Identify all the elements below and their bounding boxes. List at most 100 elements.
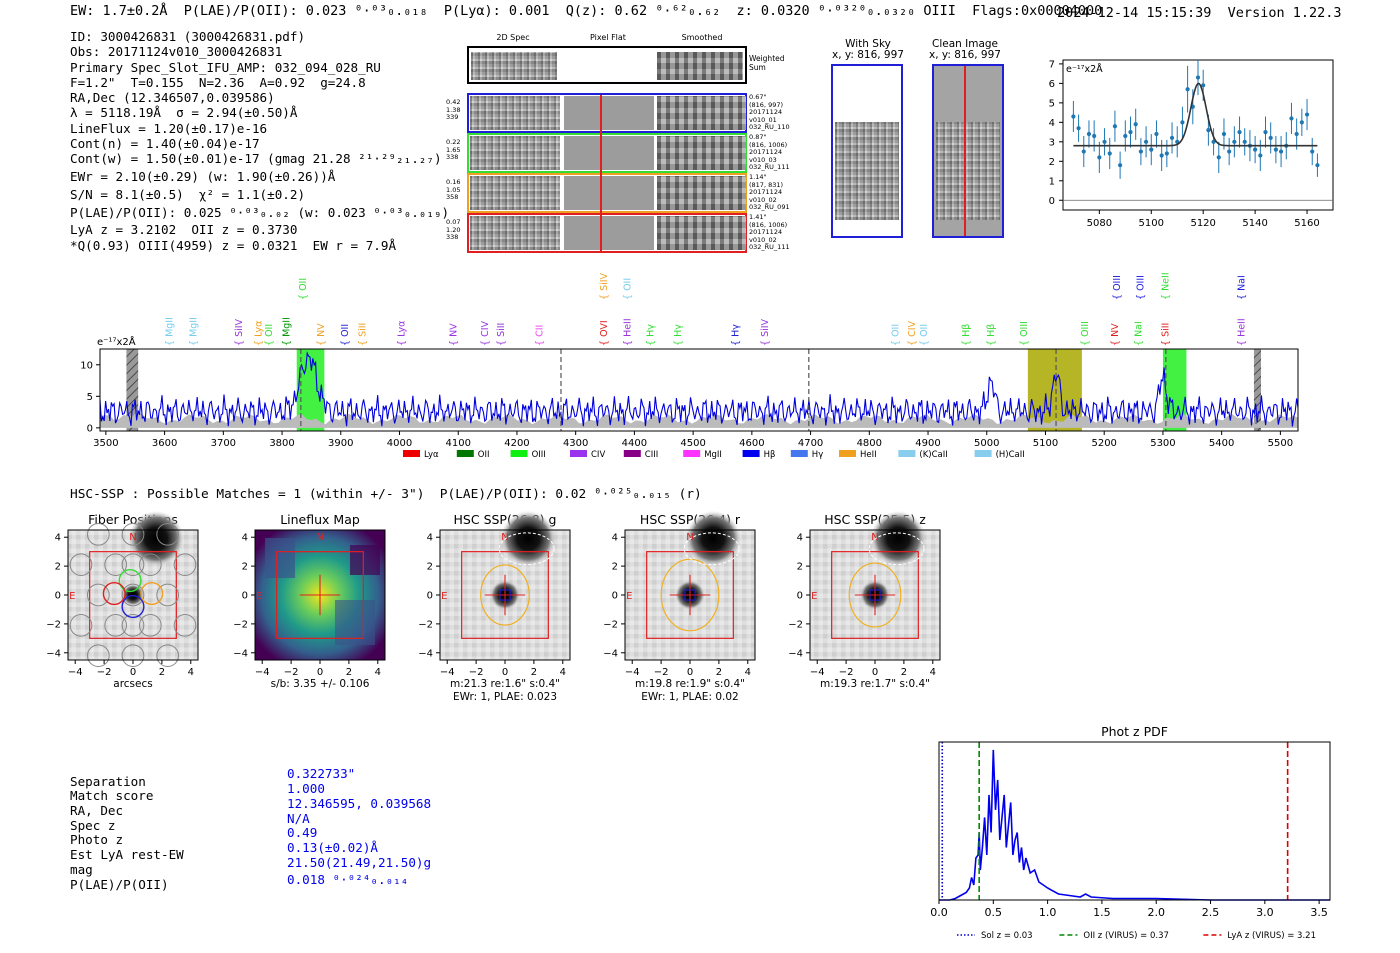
hsc-panel-caption: s/b: 3.35 +/- 0.106: [271, 678, 370, 690]
match-value: 0.018 ⁰·⁰²⁴₀.₀₁₄: [287, 872, 409, 887]
spectrum-line-label: { SiII: [496, 323, 507, 346]
spectrum-line-label: { OII: [298, 278, 309, 300]
info-line: LineFlux = 1.20(±0.17)e-16: [70, 120, 268, 136]
hsc-x-tick-label: 4: [188, 667, 194, 678]
spectrum-x-tick-label: 5500: [1268, 438, 1293, 449]
spec2d-row: [467, 93, 747, 133]
hsc-x-tick-label: 0: [317, 667, 323, 678]
hsc-y-tick-label: 4: [55, 533, 61, 544]
zoom-x-tick-label: 5160: [1294, 218, 1319, 229]
zoom-data-point: [1123, 133, 1128, 139]
spectrum-line-label-group: { OVI: [599, 320, 610, 346]
zoom-data-point: [1278, 149, 1284, 154]
pdf-x-tick-label: 0.0: [930, 906, 948, 919]
pdf-title: Phot z PDF: [1101, 724, 1168, 739]
spectrum-line-label-group: { Hγ: [673, 324, 684, 346]
with-sky-title: With Sky: [845, 38, 891, 50]
spectrum-line-label-group: { NaI: [1237, 275, 1248, 300]
fiber-circle: [121, 644, 145, 668]
source-marker: [499, 589, 511, 601]
pdf-legend-label: OII z (VIRUS) = 0.37: [1083, 931, 1169, 941]
info-line: P(LAE)/P(OII): 0.025 ⁰·⁰³₀.₀₂ (w: 0.023 …: [70, 205, 450, 221]
hsc-x-tick-label: −4: [255, 667, 270, 678]
info-line: EWr = 2.10(±0.29) (w: 1.90(±0.26))Å: [70, 169, 336, 185]
hsc-y-tick-label: 0: [797, 591, 803, 602]
legend-label: (H)CaII: [996, 450, 1025, 460]
legend-label: OII: [478, 450, 490, 460]
hsc-x-tick-label: −4: [625, 667, 640, 678]
zoom-data-point: [1149, 147, 1154, 152]
fiber-circle-3: [140, 582, 164, 606]
zoom-data-point: [1201, 83, 1206, 88]
hsc-y-tick-label: 0: [427, 591, 433, 602]
match-value: N/A: [287, 811, 310, 826]
row-left-label: 0.22 1.65 338: [446, 138, 461, 162]
source-marker: [869, 589, 881, 601]
zoom-data-point: [1092, 133, 1097, 139]
pdf-legend-label: LyA z (VIRUS) = 3.21: [1227, 931, 1316, 941]
zoom-data-point: [1159, 153, 1164, 158]
zoom-data-point: [1138, 149, 1143, 154]
match-label: Match score: [70, 788, 154, 803]
spectrum-line-label-group: { NeII: [1160, 272, 1171, 300]
match-value: 0.13(±0.02)Å: [287, 840, 378, 855]
spectrum-line-label: { MgII: [164, 317, 175, 346]
lineflux-patch: [350, 545, 380, 575]
fiber-circle: [121, 523, 145, 546]
row-right-label: 1.41" (816, 1006) 20171124 v010_02 032_R…: [749, 213, 790, 252]
legend-label: CIII: [645, 450, 658, 460]
spectrum-axes-frame: [99, 348, 1299, 432]
fiber-circle: [139, 614, 162, 637]
spectrum-line-label: { OII: [340, 324, 351, 346]
fiber-circle: [104, 614, 127, 637]
zoom-x-tick-label: 5140: [1242, 218, 1267, 229]
spectrum-line-label-group: { NaI: [1133, 321, 1144, 346]
aperture-box: [831, 551, 919, 639]
east-label: E: [69, 591, 75, 602]
spectrum-line-label-group: { Hβ: [961, 324, 972, 346]
line-center-marker: [600, 95, 602, 251]
spectrum-x-tick-label: 4400: [622, 438, 647, 449]
spectrum-line-label: { NeII: [1160, 272, 1171, 300]
col-label-2d-spec: 2D Spec: [496, 33, 530, 42]
spectrum-line-label-group: { OII: [919, 324, 930, 346]
pdf-axes-frame: [938, 741, 1331, 901]
hsc-y-tick-label: −2: [46, 619, 61, 630]
zoom-data-point: [1253, 147, 1258, 152]
spectrum-line-label-group: { CII: [534, 325, 545, 346]
info-line: λ = 5118.19Å σ = 2.94(±0.50)Å: [70, 105, 298, 121]
col-label-smoothed: Smoothed: [681, 33, 723, 42]
info-line: *Q(0.93) OIII(4959) z = 0.0321 EW r = 7.…: [70, 237, 397, 253]
zoom-data-point: [1299, 120, 1304, 125]
east-label: E: [441, 591, 447, 602]
north-label: N: [501, 532, 508, 543]
fiber-circle: [69, 553, 93, 577]
legend-swatch: [510, 450, 528, 457]
match-label: Est LyA rest-EW: [70, 847, 184, 862]
pdf-x-tick-label: 2.5: [1202, 906, 1220, 919]
neighbor-star: [500, 510, 557, 567]
spectrum-masked-band: [1253, 349, 1262, 431]
spectrum-line-label-group: { OIII: [1080, 321, 1091, 346]
zoom-data-point: [1227, 149, 1232, 154]
spectrum-line-label: { Hβ: [986, 324, 997, 346]
aperture-box: [276, 551, 364, 639]
legend-swatch: [790, 450, 808, 457]
fiber-circle: [104, 553, 127, 577]
fiber-circle: [139, 553, 162, 577]
zoom-y-tick-label: 3: [1049, 137, 1055, 148]
spectrum-line-label-group: { Lyα: [396, 321, 407, 346]
fiber-circle: [173, 553, 197, 577]
spectrum-line-label: { CII: [534, 325, 545, 346]
hsc-y-tick-label: 0: [55, 591, 61, 602]
spectrum-line-label: { OII: [891, 324, 902, 346]
hsc-y-tick-label: 2: [55, 562, 61, 573]
legend-label: Hγ: [812, 450, 823, 460]
spectrum-line-label-group: { OII: [264, 324, 275, 346]
zoom-data-point: [1289, 116, 1294, 121]
match-label: Photo z: [70, 832, 124, 847]
hsc-x-tick-label: 4: [375, 667, 381, 678]
spectrum-x-tick-label: 5100: [1033, 438, 1058, 449]
hsc-x-tick-label: 2: [159, 667, 165, 678]
with-sky-coords: x, y: 816, 997: [832, 49, 904, 61]
